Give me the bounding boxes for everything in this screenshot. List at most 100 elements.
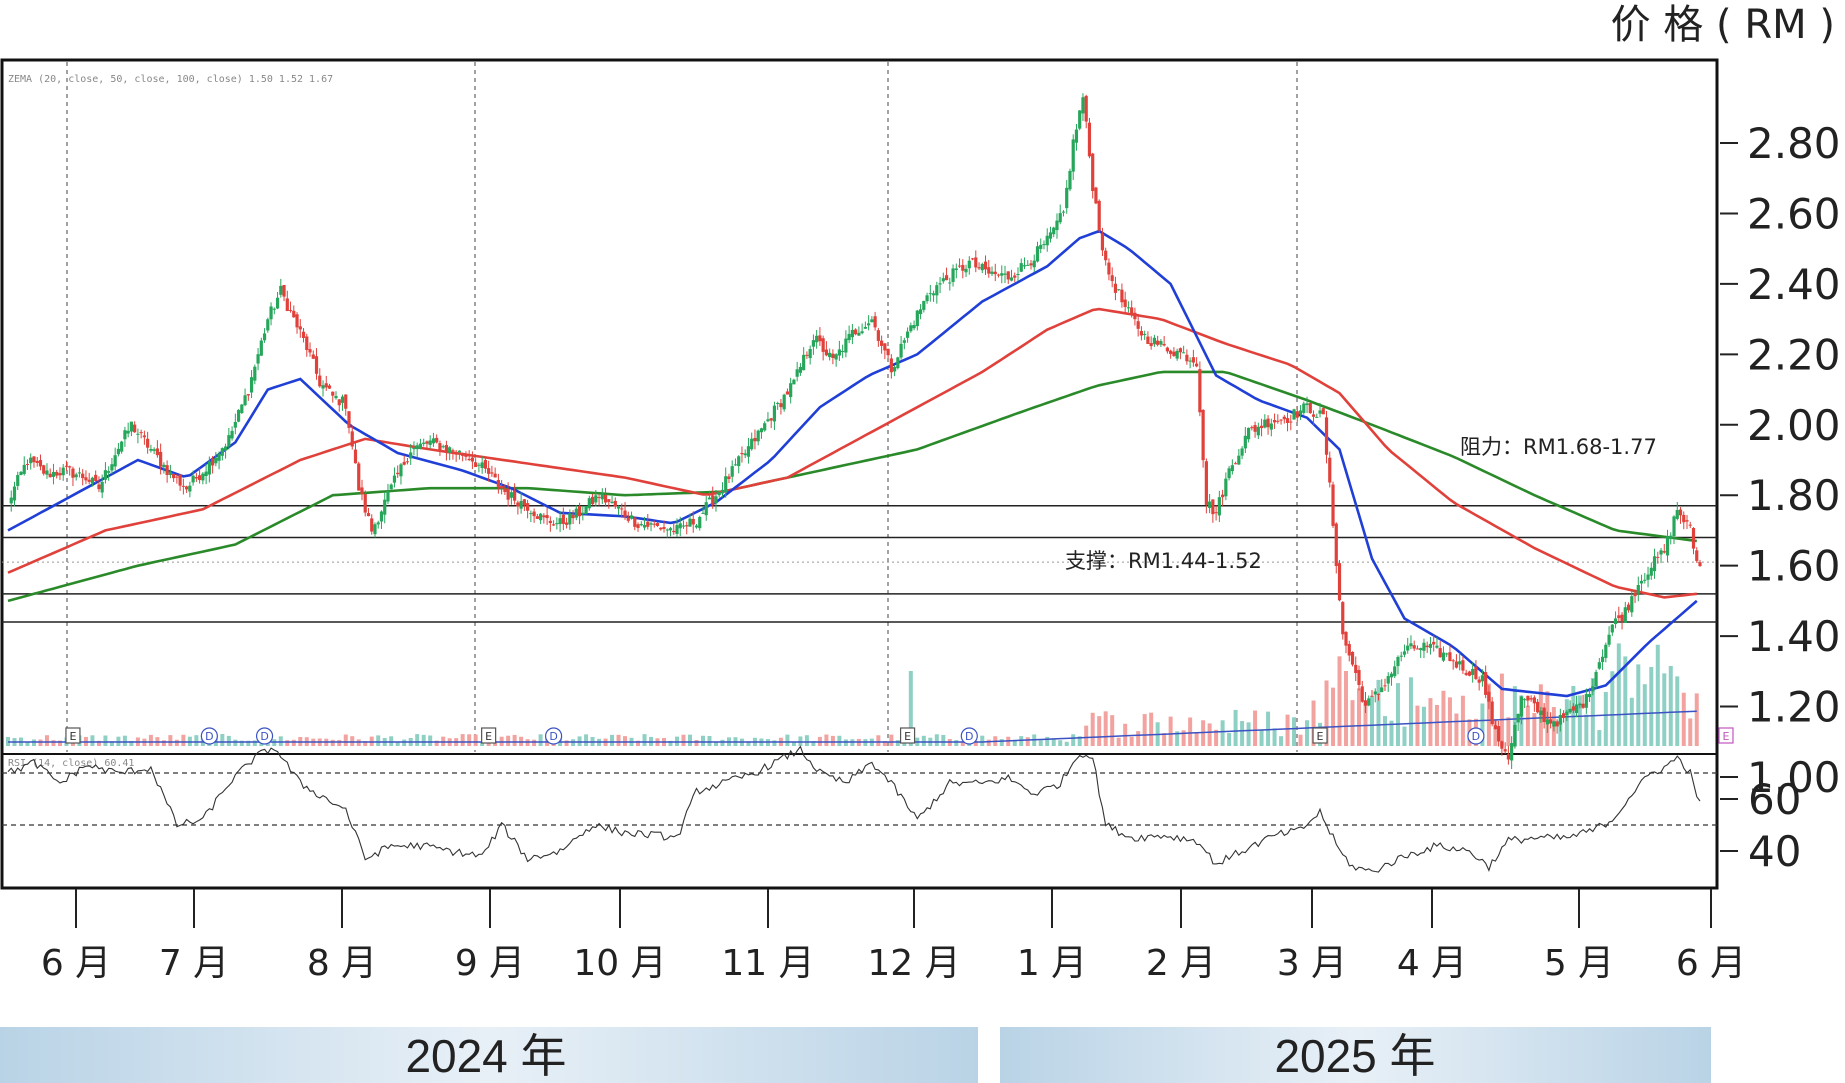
candle-body <box>1458 661 1462 665</box>
candle-body <box>759 428 764 433</box>
volume-bar <box>148 734 153 746</box>
rsi-line <box>7 745 1701 873</box>
candle-body <box>1237 455 1241 465</box>
volume-bar <box>941 734 946 746</box>
candle-body <box>769 418 773 421</box>
candle-body <box>555 523 559 525</box>
candle-body <box>1633 592 1637 597</box>
volume-bar <box>1162 733 1167 746</box>
volume-bar <box>798 736 803 746</box>
dividend-marker <box>255 727 274 745</box>
candle-body <box>175 476 179 478</box>
volume-bar <box>44 735 49 746</box>
candle-body <box>51 471 56 477</box>
candle-body <box>1510 743 1514 761</box>
candle-body <box>210 458 215 466</box>
candle-body <box>1474 666 1478 679</box>
candle-body <box>1117 289 1121 291</box>
volume-bar <box>1324 680 1329 746</box>
candle-body <box>487 468 491 474</box>
volume-bar <box>1675 676 1680 746</box>
candle-body <box>1097 200 1101 231</box>
volume-bar <box>1376 679 1381 746</box>
candle-body <box>217 453 221 461</box>
candle-body <box>120 441 124 452</box>
candle-body <box>1581 703 1585 708</box>
candle-body <box>1376 693 1381 695</box>
candle-body <box>1289 421 1293 423</box>
candle-body <box>35 460 39 464</box>
volume-bar <box>1266 711 1271 746</box>
volume-bar <box>1655 644 1660 746</box>
candle-body <box>1162 343 1166 346</box>
candle-body <box>1620 614 1624 622</box>
volume-bar <box>1408 677 1413 746</box>
volume-bar <box>434 740 439 746</box>
candle-body <box>597 497 601 499</box>
volume-bar <box>291 739 296 746</box>
candle-body <box>1139 331 1144 336</box>
candle-body <box>48 473 52 478</box>
candle-body <box>58 473 62 476</box>
volume-bar <box>895 740 900 746</box>
candle-body <box>386 491 390 502</box>
candle-body <box>253 366 257 381</box>
candle-body <box>974 257 978 268</box>
price-tick-label: 2.00 <box>1747 401 1841 450</box>
volume-bar <box>1168 716 1173 746</box>
month-tick-label: 6 月 <box>41 943 111 984</box>
candle-body <box>1263 419 1267 428</box>
candle-body <box>230 430 234 439</box>
candle-body <box>155 448 159 456</box>
candle-body <box>1451 660 1455 662</box>
volume-bar <box>824 734 829 746</box>
volume-bar <box>57 740 62 746</box>
candle-body <box>1019 263 1023 272</box>
candle-body <box>240 404 244 413</box>
volume-bar <box>1019 736 1024 746</box>
volume-bar <box>642 734 647 746</box>
candle-body <box>107 471 111 473</box>
candle-body <box>1201 409 1205 461</box>
candle-body <box>935 285 939 296</box>
candle-body <box>1175 350 1179 359</box>
candle-body <box>1506 754 1510 760</box>
candle-body <box>1087 122 1092 157</box>
volume-bar <box>954 740 959 746</box>
candle-body <box>301 331 306 338</box>
dividend-marker-letter: D <box>1472 730 1480 743</box>
candle-body <box>454 453 458 455</box>
candle-body <box>321 385 325 389</box>
candle-body <box>1568 708 1572 713</box>
candle-body <box>350 431 354 447</box>
candle-body <box>665 529 669 531</box>
candle-body <box>1425 645 1429 648</box>
volume-bar <box>1084 725 1089 746</box>
candle-body <box>1061 211 1066 213</box>
candle-body <box>928 293 932 295</box>
candle-body <box>1035 246 1040 262</box>
candle-body <box>1130 307 1134 315</box>
volume-bar <box>1337 656 1342 746</box>
support-resistance-lines <box>2 505 1717 623</box>
candle-body <box>931 293 936 296</box>
candle-body <box>282 285 286 297</box>
volume-bar <box>1415 705 1420 746</box>
candle-body <box>1370 695 1374 697</box>
candle-body <box>441 446 445 448</box>
candle-body <box>691 518 695 525</box>
candle-body <box>415 445 419 450</box>
candle-body <box>1594 671 1598 687</box>
volume-bar <box>122 735 127 746</box>
candle-body <box>1409 643 1413 647</box>
candle-body <box>1435 645 1439 648</box>
candle-body <box>204 471 208 477</box>
candle-body <box>1013 275 1017 278</box>
dividend-marker <box>960 727 978 745</box>
dividend-marker-letter: D <box>205 730 213 743</box>
candle-body <box>642 525 647 528</box>
volume-bar <box>1136 731 1141 746</box>
volume-bar <box>1512 686 1517 746</box>
volume-bar <box>1227 733 1232 746</box>
volume-bar <box>220 734 225 746</box>
